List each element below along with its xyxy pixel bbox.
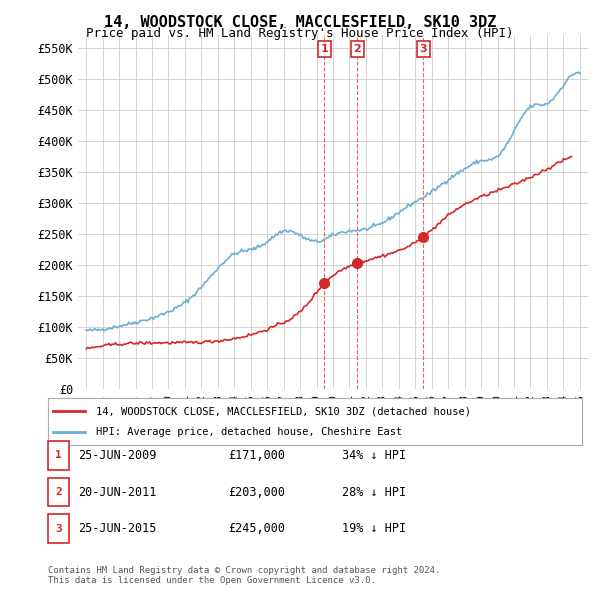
Text: 3: 3 bbox=[419, 44, 427, 54]
Text: 1: 1 bbox=[320, 44, 328, 54]
Text: This data is licensed under the Open Government Licence v3.0.: This data is licensed under the Open Gov… bbox=[48, 576, 376, 585]
Text: 2: 2 bbox=[353, 44, 361, 54]
Text: 25-JUN-2009: 25-JUN-2009 bbox=[78, 449, 157, 462]
Text: 14, WOODSTOCK CLOSE, MACCLESFIELD, SK10 3DZ: 14, WOODSTOCK CLOSE, MACCLESFIELD, SK10 … bbox=[104, 15, 496, 30]
Text: 20-JUN-2011: 20-JUN-2011 bbox=[78, 486, 157, 499]
Text: Price paid vs. HM Land Registry's House Price Index (HPI): Price paid vs. HM Land Registry's House … bbox=[86, 27, 514, 40]
Text: 25-JUN-2015: 25-JUN-2015 bbox=[78, 522, 157, 535]
Text: 1: 1 bbox=[55, 451, 62, 460]
Text: 14, WOODSTOCK CLOSE, MACCLESFIELD, SK10 3DZ (detached house): 14, WOODSTOCK CLOSE, MACCLESFIELD, SK10 … bbox=[96, 407, 471, 417]
Text: £171,000: £171,000 bbox=[228, 449, 285, 462]
Text: HPI: Average price, detached house, Cheshire East: HPI: Average price, detached house, Ches… bbox=[96, 427, 403, 437]
Text: 3: 3 bbox=[55, 524, 62, 533]
Text: £203,000: £203,000 bbox=[228, 486, 285, 499]
Text: 19% ↓ HPI: 19% ↓ HPI bbox=[342, 522, 406, 535]
Text: 2: 2 bbox=[55, 487, 62, 497]
Text: £245,000: £245,000 bbox=[228, 522, 285, 535]
Text: 34% ↓ HPI: 34% ↓ HPI bbox=[342, 449, 406, 462]
Text: 28% ↓ HPI: 28% ↓ HPI bbox=[342, 486, 406, 499]
Text: Contains HM Land Registry data © Crown copyright and database right 2024.: Contains HM Land Registry data © Crown c… bbox=[48, 566, 440, 575]
